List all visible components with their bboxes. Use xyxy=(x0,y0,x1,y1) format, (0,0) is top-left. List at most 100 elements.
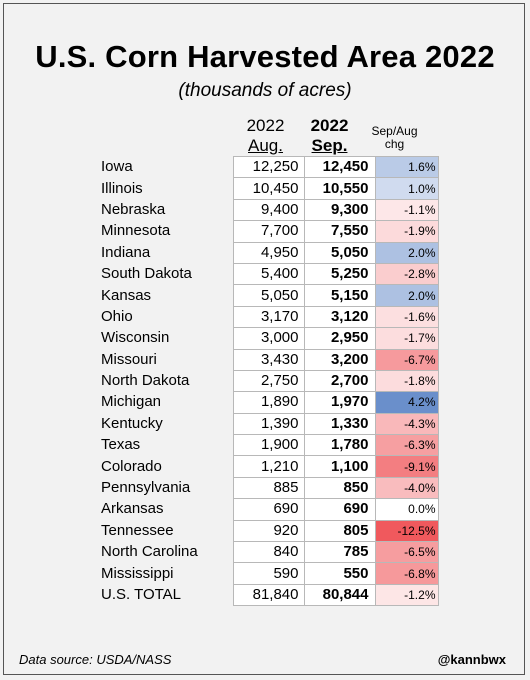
change-value: -6.7% xyxy=(374,348,439,371)
sep-value: 690 xyxy=(303,498,376,521)
table-row: Texas 1,900 1,780 -6.3% xyxy=(97,434,439,457)
change-value: 4.2% xyxy=(374,391,439,414)
state-label: Nebraska xyxy=(101,200,166,218)
state-label: Ohio xyxy=(101,307,133,325)
column-header-chg-line2: chg xyxy=(384,137,405,151)
change-value: -2.8% xyxy=(374,262,439,286)
change-value: 1.6% xyxy=(374,155,439,179)
table-row: Colorado 1,210 1,100 -9.1% xyxy=(97,455,439,478)
aug-value: 590 xyxy=(232,562,305,585)
table-row: North Dakota 2,750 2,700 -1.8% xyxy=(97,369,439,393)
state-label: Indiana xyxy=(101,243,151,261)
table-row: Mississippi 590 550 -6.8% xyxy=(97,562,439,585)
table-row: Pennsylvania 885 850 -4.0% xyxy=(97,476,439,500)
change-value: 2.0% xyxy=(374,241,439,264)
state-label: Iowa xyxy=(101,158,133,176)
sep-value: 7,550 xyxy=(303,220,376,243)
sep-value: 1,330 xyxy=(303,412,376,436)
change-value: 0.0% xyxy=(374,498,439,521)
sep-value: 1,100 xyxy=(303,455,376,478)
chart-frame: U.S. Corn Harvested Area 2022 (thousands… xyxy=(3,3,525,675)
table-row: Tennessee 920 805 -12.5% xyxy=(97,519,439,543)
column-header-sep-month: Sep. xyxy=(311,136,348,155)
column-header-aug-month: Aug. xyxy=(248,136,283,155)
aug-value: 3,430 xyxy=(232,348,305,371)
aug-value: 2,750 xyxy=(232,369,305,393)
table-row: Indiana 4,950 5,050 2.0% xyxy=(97,241,439,264)
sep-value: 9,300 xyxy=(303,198,376,222)
change-value: -1.1% xyxy=(374,198,439,222)
sep-value: 850 xyxy=(303,476,376,500)
column-header-sep: 2022 Sep. xyxy=(294,116,365,156)
table-row: Arkansas 690 690 0.0% xyxy=(97,498,439,521)
change-value: -6.3% xyxy=(374,434,439,457)
column-header-chg-line1: Sep/Aug xyxy=(371,124,418,138)
author-handle: @kannbwx xyxy=(437,652,506,667)
aug-value: 4,950 xyxy=(232,241,305,264)
sep-value: 785 xyxy=(303,541,376,564)
change-value: -1.6% xyxy=(374,305,439,329)
table-row: Wisconsin 3,000 2,950 -1.7% xyxy=(97,327,439,350)
table-row: Michigan 1,890 1,970 4.2% xyxy=(97,391,439,414)
aug-value: 3,170 xyxy=(232,305,305,329)
data-source: Data source: USDA/NASS xyxy=(19,652,172,667)
sep-value: 2,700 xyxy=(303,369,376,393)
state-label: Pennsylvania xyxy=(101,479,191,497)
aug-value: 1,210 xyxy=(232,455,305,478)
column-header-chg: Sep/Aug chg xyxy=(363,125,426,151)
state-label: Wisconsin xyxy=(101,329,170,347)
state-label: Colorado xyxy=(101,457,162,475)
column-header-aug: 2022 Aug. xyxy=(230,116,301,156)
harvest-table: Iowa 12,250 12,450 1.6% Illinois 10,450 10,550… xyxy=(97,155,439,607)
sep-value: 5,250 xyxy=(303,262,376,286)
sep-value: 3,200 xyxy=(303,348,376,371)
column-header-sep-year: 2022 xyxy=(310,116,349,135)
state-label: Kentucky xyxy=(101,414,163,432)
state-label: Michigan xyxy=(101,393,162,411)
column-header-aug-year: 2022 xyxy=(246,116,285,135)
change-value: -4.0% xyxy=(374,476,439,500)
table-row: Kansas 5,050 5,150 2.0% xyxy=(97,284,439,307)
table-row: Kentucky 1,390 1,330 -4.3% xyxy=(97,412,439,436)
state-label: Mississippi xyxy=(101,564,174,582)
sep-value: 1,780 xyxy=(303,434,376,457)
state-label: Tennessee xyxy=(101,521,174,539)
table-row: Nebraska 9,400 9,300 -1.1% xyxy=(97,198,439,222)
chart-subtitle: (thousands of acres) xyxy=(178,80,352,101)
aug-value: 1,900 xyxy=(232,434,305,457)
aug-value: 10,450 xyxy=(232,177,305,200)
aug-value: 3,000 xyxy=(232,327,305,350)
aug-value: 5,050 xyxy=(232,284,305,307)
table-row: North Carolina 840 785 -6.5% xyxy=(97,541,439,564)
aug-value: 1,890 xyxy=(232,391,305,414)
aug-value: 12,250 xyxy=(232,155,305,179)
state-label: Illinois xyxy=(101,179,143,197)
aug-value: 5,400 xyxy=(232,262,305,286)
aug-value: 81,840 xyxy=(232,583,305,607)
change-value: 1.0% xyxy=(374,177,439,200)
state-label: North Carolina xyxy=(101,543,198,561)
state-label: Minnesota xyxy=(101,222,171,240)
sep-value: 80,844 xyxy=(303,583,376,607)
table-row: Ohio 3,170 3,120 -1.6% xyxy=(97,305,439,329)
state-label: U.S. TOTAL xyxy=(101,586,182,603)
sep-value: 2,950 xyxy=(303,327,376,350)
state-label: Texas xyxy=(101,436,141,454)
chart-title: U.S. Corn Harvested Area 2022 xyxy=(35,39,495,74)
state-label: Kansas xyxy=(101,286,152,304)
table-row: U.S. TOTAL 81,840 80,844 -1.2% xyxy=(97,583,439,607)
sep-value: 550 xyxy=(303,562,376,585)
change-value: 2.0% xyxy=(374,284,439,307)
change-value: -6.8% xyxy=(374,562,439,585)
state-label: North Dakota xyxy=(101,372,190,390)
change-value: -1.8% xyxy=(374,369,439,393)
change-value: -4.3% xyxy=(374,412,439,436)
table-row: Missouri 3,430 3,200 -6.7% xyxy=(97,348,439,371)
table-row: Minnesota 7,700 7,550 -1.9% xyxy=(97,220,439,243)
state-label: South Dakota xyxy=(101,265,192,283)
sep-value: 5,050 xyxy=(303,241,376,264)
change-value: -1.9% xyxy=(374,220,439,243)
table-row: Illinois 10,450 10,550 1.0% xyxy=(97,177,439,200)
sep-value: 1,970 xyxy=(303,391,376,414)
aug-value: 1,390 xyxy=(232,412,305,436)
